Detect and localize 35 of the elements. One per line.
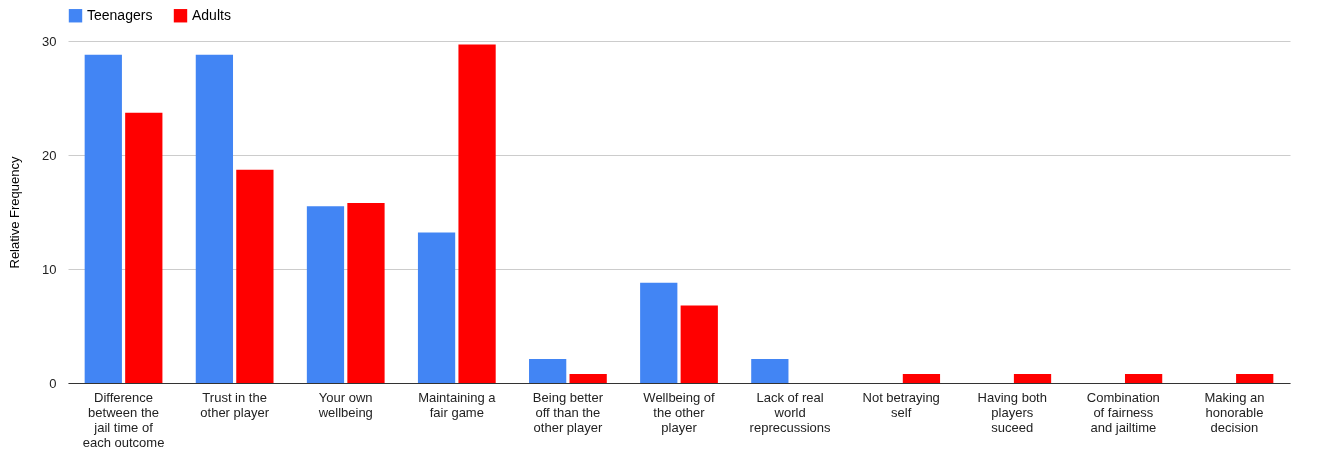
x-tick-label: Lack of real world reprecussions: [749, 389, 832, 435]
x-tick-label: Maintaining a fair game: [418, 389, 497, 420]
bar: [306, 206, 345, 383]
x-tick-label: Trust in the other player: [200, 389, 270, 420]
bar: [1236, 373, 1274, 383]
bar: [1124, 373, 1163, 383]
bar: [458, 44, 496, 383]
bar: [680, 305, 718, 383]
x-tick-label: Not betraying self: [862, 389, 940, 420]
bar: [569, 373, 607, 383]
y-tick-label: 20: [42, 147, 57, 163]
y-tick-label: 10: [42, 261, 57, 277]
bar: [902, 373, 941, 383]
bar: [1013, 373, 1052, 383]
y-tick-label: 0: [49, 375, 57, 391]
x-tick-label: Wellbeing of the other player: [643, 389, 716, 435]
bar: [195, 54, 234, 383]
bar: [347, 202, 385, 383]
bar: [236, 169, 274, 383]
legend-label: Teenagers: [87, 6, 153, 23]
bar: [84, 54, 122, 383]
legend-label: Adults: [192, 6, 231, 23]
bar: [417, 232, 456, 383]
x-tick-label: Combination of fairness and jailtime: [1086, 389, 1160, 435]
x-tick-label: Making an honorable decision: [1204, 389, 1265, 435]
x-tick-label: Having both players suceed: [977, 389, 1047, 435]
x-tick-label: Difference between the jail time of each outcome: [82, 389, 165, 450]
bar: [529, 359, 567, 383]
y-tick-label: 30: [42, 33, 57, 49]
y-axis-title: Relative Frequency: [7, 156, 23, 269]
bar: [125, 112, 163, 383]
x-tick-label: Being better off than the other player: [532, 389, 604, 435]
bar: [640, 282, 678, 383]
x-tick-label: Your own wellbeing: [317, 389, 373, 420]
bar: [751, 359, 789, 383]
